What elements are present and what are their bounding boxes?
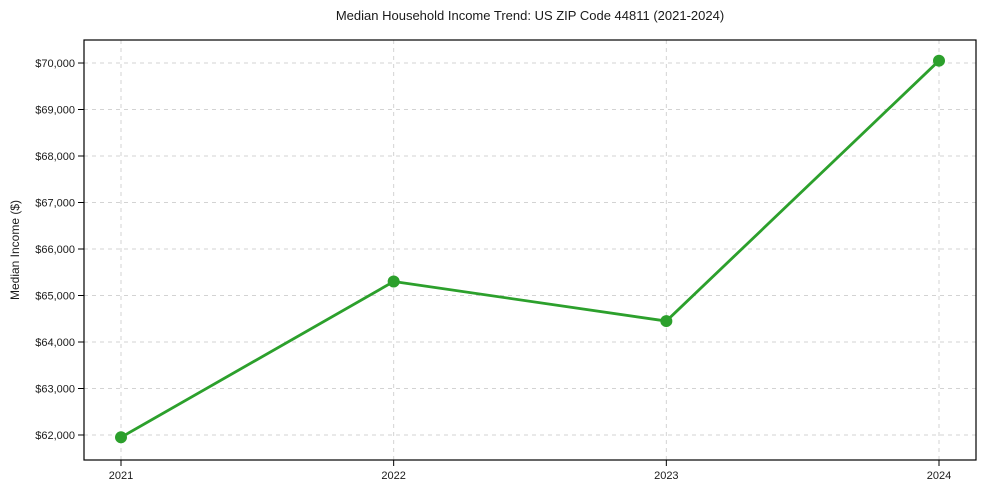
y-tick-label: $65,000: [35, 290, 75, 302]
y-tick-label: $62,000: [35, 430, 75, 442]
y-tick-label: $68,000: [35, 151, 75, 163]
x-tick-label: 2023: [654, 470, 678, 482]
data-point-marker: [933, 54, 945, 67]
y-tick-label: $66,000: [35, 244, 75, 256]
x-tick-label: 2022: [381, 470, 405, 482]
trend-line: [119, 59, 941, 439]
x-tick-label: 2021: [109, 470, 133, 482]
data-point-marker: [115, 431, 127, 444]
y-tick-label: $67,000: [35, 198, 75, 210]
data-point-marker: [660, 315, 673, 328]
x-tick-label: 2024: [927, 470, 951, 482]
y-tick-label: $64,000: [35, 337, 75, 349]
chart-title: Median Household Income Trend: US ZIP Co…: [335, 8, 725, 23]
y-tick-label: $69,000: [35, 105, 75, 117]
data-point-marker: [387, 275, 400, 288]
y-tick-label: $63,000: [35, 383, 75, 395]
y-tick-label: $70,000: [35, 58, 75, 70]
plot-border: [83, 39, 977, 461]
